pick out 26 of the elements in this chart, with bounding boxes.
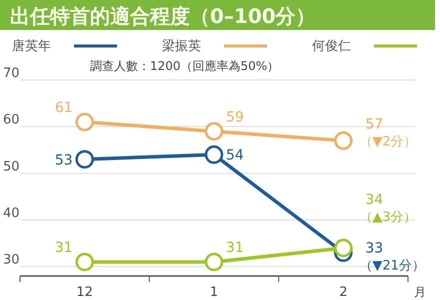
y-tick-label: 40	[3, 206, 20, 221]
data-label: 31	[54, 240, 73, 256]
annotation: （▼21分）	[359, 258, 425, 274]
y-tick-label: 30	[3, 252, 20, 268]
data-label: 31	[226, 240, 244, 256]
y-tick-label: 60	[3, 112, 20, 128]
chart-subtitle: 調查人數：1200（回應率為50%）	[90, 59, 280, 73]
y-tick-label: 50	[3, 159, 20, 174]
data-label: 33	[365, 240, 384, 257]
x-tick-label: 1	[210, 285, 218, 300]
annotation: （▼2分）	[359, 134, 417, 150]
x-axis-title: 月	[414, 285, 426, 299]
data-label: 53	[54, 152, 73, 168]
legend-label: 梁振英	[162, 38, 201, 54]
chart-title: 出任特首的適合程度（0–100分）	[10, 4, 316, 28]
y-tick-label: 70	[3, 66, 20, 81]
data-label: 57	[365, 116, 384, 133]
legend-label: 唐英年	[12, 39, 51, 54]
data-label: 61	[54, 100, 73, 116]
data-label: 59	[226, 109, 244, 126]
data-label: 34	[365, 192, 384, 208]
legend-label: 何俊仁	[312, 39, 351, 54]
annotation: （▲3分）	[359, 210, 417, 225]
data-label: 54	[226, 148, 244, 164]
x-tick-label: 12	[76, 285, 93, 300]
x-tick-label: 2	[339, 285, 348, 300]
